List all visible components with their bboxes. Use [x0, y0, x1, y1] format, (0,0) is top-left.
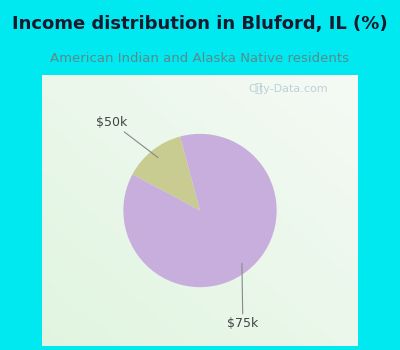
Text: ⓘ: ⓘ [255, 82, 262, 95]
Text: $75k: $75k [227, 264, 258, 330]
Wedge shape [123, 134, 277, 287]
Text: American Indian and Alaska Native residents: American Indian and Alaska Native reside… [50, 52, 350, 65]
Text: Income distribution in Bluford, IL (%): Income distribution in Bluford, IL (%) [12, 15, 388, 33]
Text: City-Data.com: City-Data.com [248, 84, 328, 94]
Text: $50k: $50k [96, 116, 158, 158]
Wedge shape [132, 136, 200, 211]
